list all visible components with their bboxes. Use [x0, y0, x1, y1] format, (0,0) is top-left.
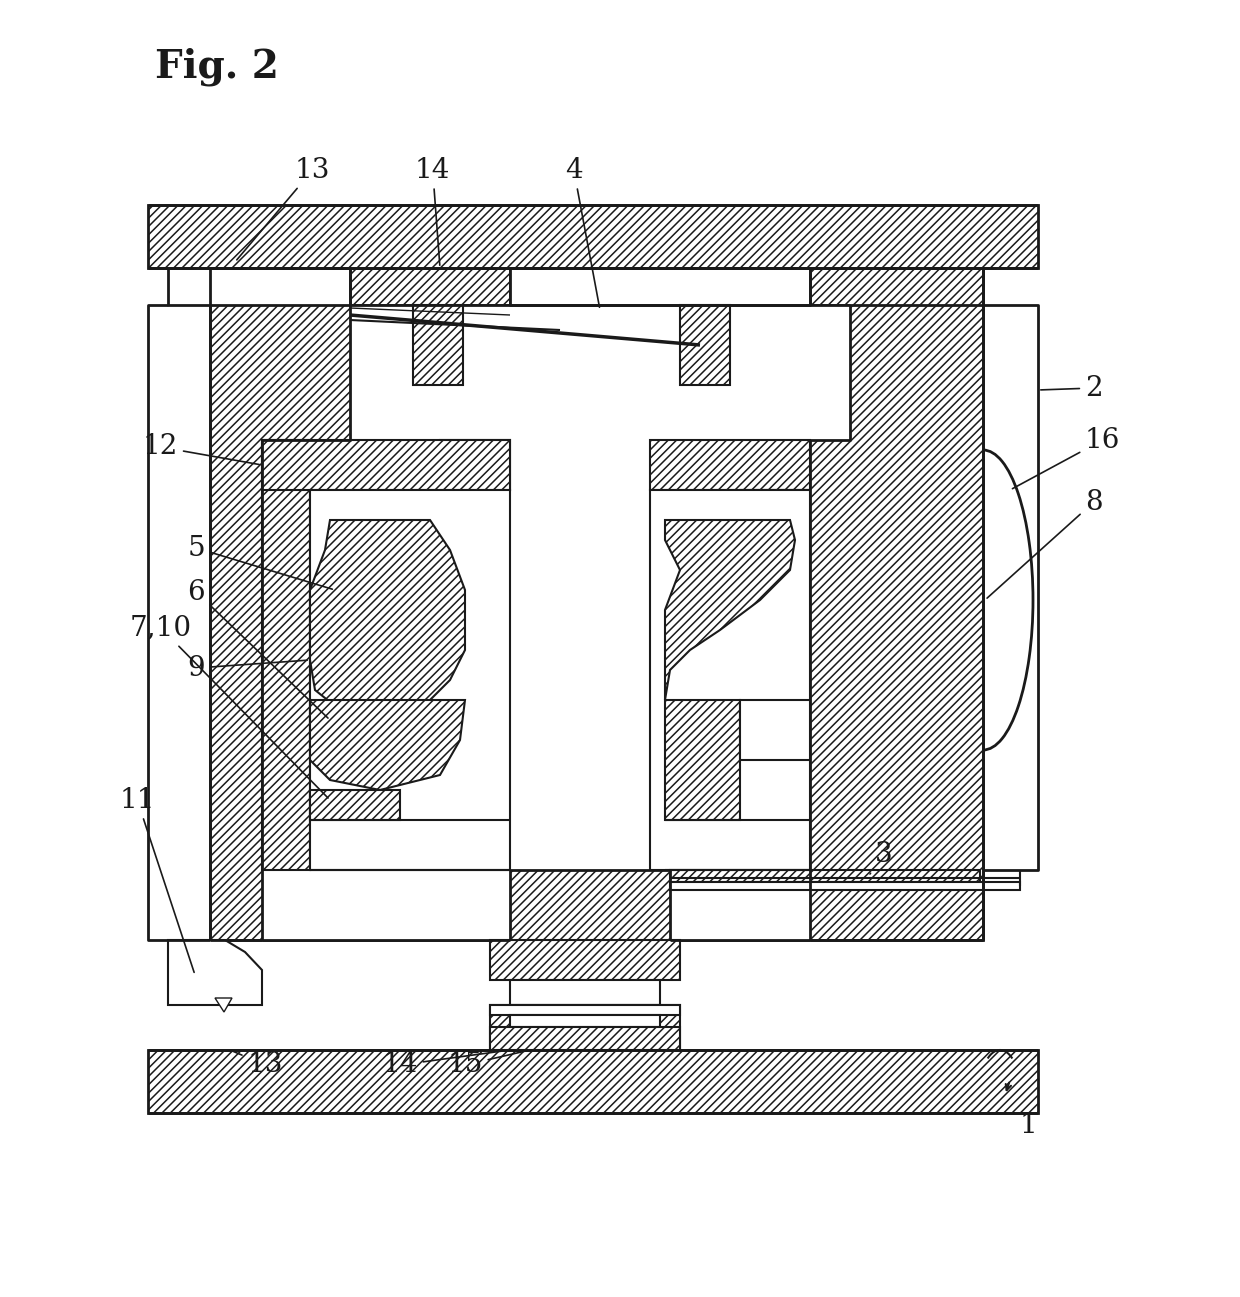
Polygon shape [650, 440, 810, 490]
Polygon shape [665, 510, 795, 850]
Text: 11: 11 [119, 786, 195, 973]
Polygon shape [310, 700, 465, 790]
Polygon shape [740, 490, 810, 870]
Text: 5: 5 [187, 534, 332, 589]
Text: 7,10: 7,10 [130, 615, 329, 798]
Polygon shape [215, 997, 232, 1012]
Polygon shape [148, 1051, 1038, 1113]
Text: 4: 4 [565, 157, 599, 307]
Text: 2: 2 [1040, 375, 1102, 402]
Polygon shape [310, 790, 401, 820]
Polygon shape [665, 700, 740, 820]
Text: 14: 14 [382, 1051, 507, 1079]
Polygon shape [665, 520, 795, 700]
Polygon shape [490, 1005, 680, 1051]
Polygon shape [330, 510, 490, 850]
Polygon shape [167, 940, 262, 1005]
Polygon shape [670, 882, 1021, 890]
Text: 14: 14 [415, 157, 450, 265]
Polygon shape [350, 268, 510, 305]
Polygon shape [810, 268, 983, 305]
Polygon shape [650, 490, 810, 870]
Polygon shape [262, 305, 849, 940]
Text: 3: 3 [870, 842, 893, 874]
Polygon shape [148, 205, 1038, 268]
Polygon shape [210, 268, 983, 940]
Polygon shape [680, 305, 730, 385]
Text: 1: 1 [1021, 1112, 1038, 1139]
Polygon shape [167, 268, 1038, 305]
Text: 9: 9 [187, 655, 308, 681]
Polygon shape [670, 870, 980, 882]
Text: Fig. 2: Fig. 2 [155, 48, 279, 87]
Text: 6: 6 [187, 578, 329, 719]
Text: 13: 13 [237, 157, 330, 259]
Text: 13: 13 [233, 1051, 283, 1079]
Polygon shape [490, 940, 680, 981]
Polygon shape [310, 490, 440, 870]
Polygon shape [310, 490, 510, 870]
Polygon shape [510, 981, 660, 1005]
Polygon shape [310, 520, 465, 715]
Polygon shape [510, 1016, 660, 1027]
Polygon shape [510, 268, 810, 305]
Polygon shape [440, 440, 510, 490]
Text: 12: 12 [143, 433, 259, 464]
Polygon shape [413, 305, 463, 385]
Polygon shape [490, 1005, 680, 1016]
Polygon shape [262, 440, 310, 870]
Text: 8: 8 [987, 489, 1102, 598]
Polygon shape [490, 1027, 680, 1051]
Text: 15: 15 [448, 1051, 527, 1079]
Polygon shape [740, 700, 810, 760]
Text: 16: 16 [1012, 427, 1121, 489]
Polygon shape [262, 440, 510, 490]
